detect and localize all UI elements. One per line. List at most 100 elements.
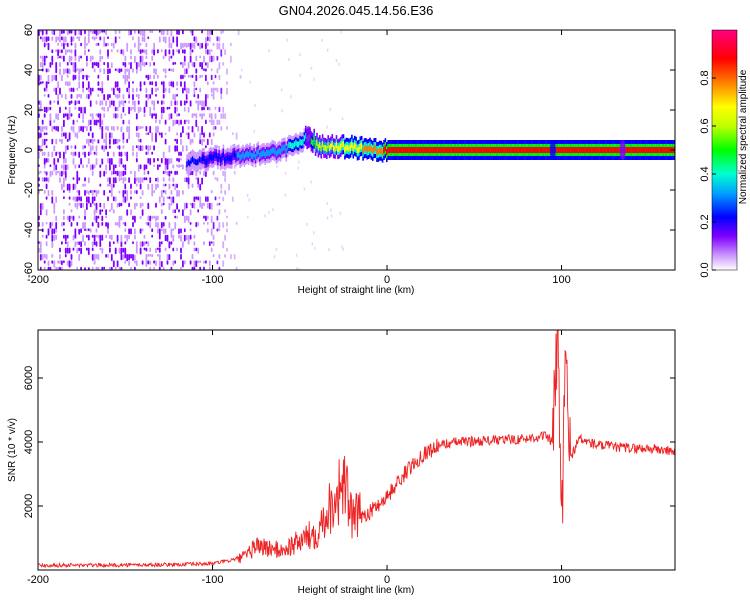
noise-cell [197,42,200,46]
trace-cell [187,159,190,166]
noise-cell [193,126,196,132]
noise-cell [132,113,134,118]
noise-cell [126,138,129,143]
noise-cell [118,100,121,108]
y-tick-label: 20 [23,104,35,116]
noise-cell [101,132,104,139]
noise-cell [170,196,173,203]
noise-cell [120,164,123,171]
noise-cell [254,103,256,107]
noise-cell [124,222,127,227]
noise-cell [203,138,205,142]
noise-cell [135,87,138,93]
noise-cell [145,202,148,207]
noise-cell [141,190,144,196]
noise-cell [143,177,146,181]
noise-cell [97,215,100,219]
noise-cell [61,241,63,245]
trace-cell [268,150,271,157]
noise-cell [120,209,123,215]
noise-cell [235,266,238,270]
y-tick-label: 4000 [23,430,35,454]
noise-cell [342,247,344,251]
noise-cell [55,209,58,215]
noise-cell [182,241,184,248]
noise-cell [49,119,52,126]
noise-cell [158,106,161,114]
noise-cell [237,241,240,244]
noise-cell [89,202,92,208]
noise-cell [39,222,42,226]
noise-cell [149,260,152,265]
noise-cell [114,222,117,226]
noise-cell [197,30,200,35]
noise-cell [134,106,136,112]
noise-cell [247,215,249,219]
noise-cell [149,170,152,174]
noise-cell [82,62,84,69]
trace-cell [594,147,596,153]
noise-cell [193,113,196,117]
trace-cell [319,142,321,149]
noise-cell [124,190,127,194]
noise-cell [174,151,177,157]
noise-cell [61,266,63,270]
noise-cell [78,68,81,75]
noise-cell [226,87,228,95]
noise-cell [124,241,127,245]
noise-cell [149,106,152,115]
noise-cell [80,49,82,55]
noise-cell [241,196,244,200]
noise-cell [205,42,207,50]
noise-cell [84,266,86,270]
noise-cell [162,177,165,182]
noise-cell [128,132,130,140]
noise-cell [222,170,225,177]
noise-cell [84,106,86,114]
noise-cell [63,254,65,259]
noise-cell [230,42,232,47]
noise-cell [87,132,90,137]
noise-cell [116,49,119,53]
noise-cell [103,81,106,89]
noise-cell [89,228,92,233]
noise-cell [187,183,190,189]
noise-cell [47,119,50,124]
noise-cell [41,55,44,62]
noise-cell [214,241,217,247]
trace-cell [506,147,508,153]
noise-cell [82,241,84,246]
noise-cell [147,119,150,125]
trace-cell [556,147,558,153]
noise-cell [210,209,213,215]
noise-cell [212,36,215,42]
noise-cell [126,266,129,270]
noise-cell [87,177,90,184]
noise-cell [70,87,73,92]
noise-cell [87,138,90,147]
noise-cell [158,247,161,253]
noise-cell [66,113,69,120]
noise-cell [145,74,148,79]
noise-cell [170,42,173,49]
noise-cell [97,113,100,118]
noise-cell [89,132,92,140]
noise-cell [109,36,111,40]
trace-cell [263,150,265,156]
noise-cell [143,49,146,54]
noise-cell [149,177,152,184]
noise-cell [187,74,190,78]
trace-cell [535,147,537,153]
noise-cell [70,247,73,252]
noise-cell [199,202,202,208]
noise-cell [63,55,65,62]
noise-cell [86,202,88,210]
noise-cell [180,62,182,65]
noise-cell [70,94,73,99]
y-tick-label: -60 [23,262,35,278]
noise-cell [55,151,58,157]
noise-cell [68,113,71,120]
noise-cell [86,164,88,168]
noise-cell [89,49,92,53]
noise-cell [126,49,129,52]
